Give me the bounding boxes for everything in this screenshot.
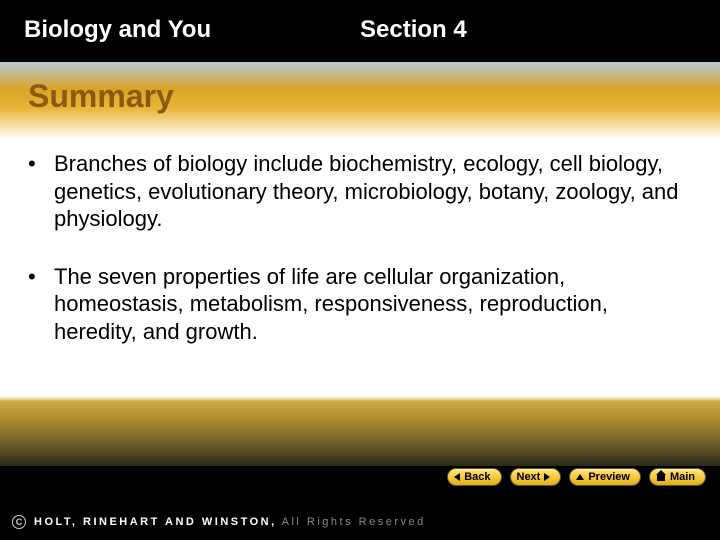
- arrow-right-icon: [544, 473, 550, 481]
- back-button-label: Back: [464, 471, 490, 483]
- background-ground: [0, 396, 720, 466]
- bullet-marker-icon: [28, 263, 54, 346]
- next-button[interactable]: Next: [510, 468, 562, 486]
- rights-text: All Rights Reserved: [277, 516, 426, 528]
- main-button-label: Main: [670, 471, 695, 483]
- publisher-line: HOLT, RINEHART AND WINSTON, All Rights R…: [34, 516, 426, 528]
- bullet-item: Branches of biology include biochemistry…: [28, 150, 692, 233]
- chapter-title: Biology and You: [24, 16, 211, 44]
- next-button-label: Next: [517, 471, 541, 483]
- publisher-name: HOLT, RINEHART AND WINSTON,: [34, 516, 277, 528]
- bullet-item: The seven properties of life are cellula…: [28, 263, 692, 346]
- back-button[interactable]: Back: [447, 468, 501, 486]
- section-label: Section 4: [360, 16, 467, 44]
- bullet-marker-icon: [28, 150, 54, 233]
- arrow-left-icon: [454, 473, 460, 481]
- copyright-icon: C: [12, 515, 26, 529]
- preview-button-label: Preview: [588, 471, 630, 483]
- nav-bar: Back Next Preview Main: [447, 468, 706, 486]
- arrow-up-icon: [576, 474, 584, 480]
- slide-footer: C HOLT, RINEHART AND WINSTON, All Rights…: [0, 504, 720, 540]
- home-icon: [656, 473, 666, 481]
- slide-title: Summary: [28, 78, 174, 115]
- bullet-text: Branches of biology include biochemistry…: [54, 150, 692, 233]
- slide-root: Biology and You Section 4 Summary Branch…: [0, 0, 720, 540]
- slide-header: Biology and You Section 4: [0, 0, 720, 62]
- main-button[interactable]: Main: [649, 468, 706, 486]
- bullet-list: Branches of biology include biochemistry…: [28, 150, 692, 375]
- bullet-text: The seven properties of life are cellula…: [54, 263, 692, 346]
- preview-button[interactable]: Preview: [569, 468, 641, 486]
